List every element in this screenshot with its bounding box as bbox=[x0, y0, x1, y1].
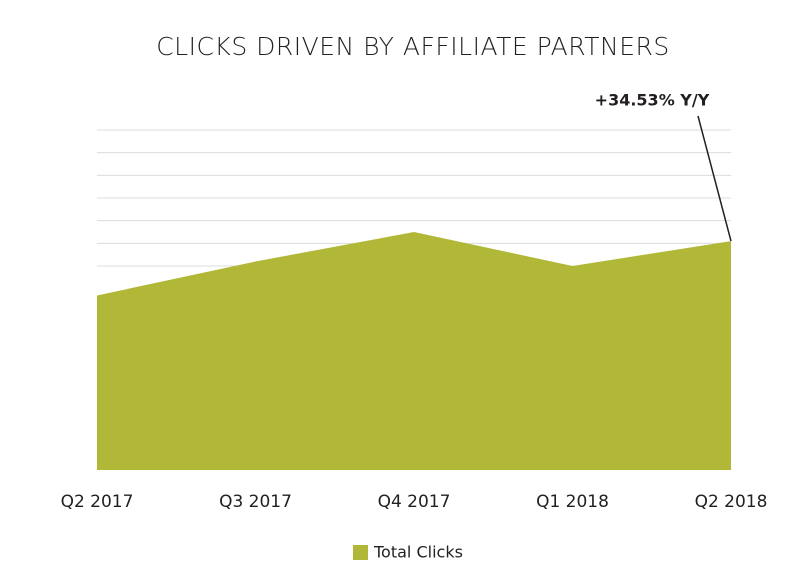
annotation: +34.53% Y/Y bbox=[595, 91, 710, 110]
x-tick-label: Q2 2017 bbox=[61, 492, 134, 512]
x-tick-label: Q2 2018 bbox=[695, 492, 768, 512]
legend-label: Total Clicks bbox=[373, 543, 463, 562]
area bbox=[97, 232, 731, 470]
x-tick-label: Q3 2017 bbox=[219, 492, 292, 512]
x-tick-label: Q1 2018 bbox=[536, 492, 609, 512]
chart-title: CLICKS DRIVEN BY AFFILIATE PARTNERS bbox=[156, 32, 670, 61]
legend-swatch bbox=[353, 545, 368, 560]
annotation-line bbox=[697, 115, 732, 242]
x-tick-label: Q4 2017 bbox=[378, 492, 451, 512]
